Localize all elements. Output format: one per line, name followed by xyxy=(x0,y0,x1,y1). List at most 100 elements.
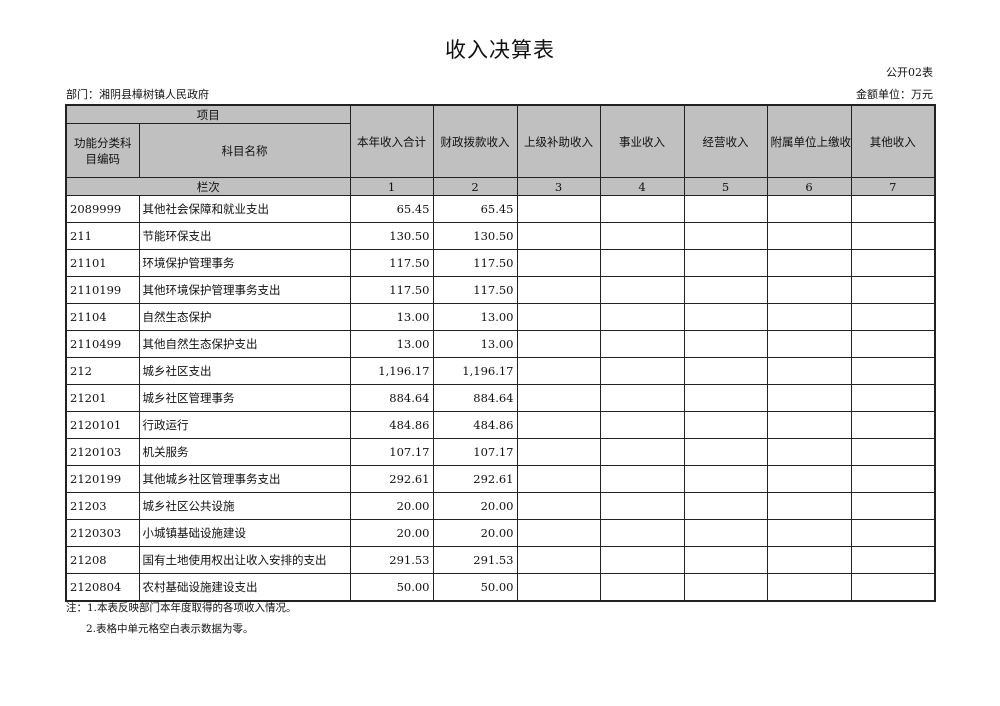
subject-code: 21208 xyxy=(65,546,140,574)
subject-name: 国有土地使用权出让收入安排的支出 xyxy=(138,546,351,574)
header-seq: 1 xyxy=(349,177,434,196)
subject-code: 21101 xyxy=(65,249,140,277)
table-row: 21208 国有土地使用权出让收入安排的支出 291.53 291.53 xyxy=(65,546,936,574)
subject-name: 其他自然生态保护支出 xyxy=(138,330,351,358)
table-code: 公开02表 xyxy=(886,66,933,79)
amount-cell xyxy=(683,330,768,358)
amount-cell xyxy=(766,438,852,466)
amount-cell xyxy=(599,384,685,412)
amount-cell xyxy=(599,519,685,547)
amount-cell xyxy=(599,195,685,223)
amount-cell: 1,196.17 xyxy=(432,357,518,385)
table-row: 211 节能环保支出 130.50 130.50 xyxy=(65,222,936,250)
amount-cell xyxy=(599,276,685,304)
amount-cell xyxy=(683,573,768,602)
table-row: 21101 环境保护管理事务 117.50 117.50 xyxy=(65,249,936,277)
amount-cell: 20.00 xyxy=(349,519,434,547)
amount-cell xyxy=(766,492,852,520)
subject-name: 节能环保支出 xyxy=(138,222,351,250)
header-seq: 7 xyxy=(850,177,936,196)
amount-cell: 117.50 xyxy=(432,249,518,277)
subject-name: 小城镇基础设施建设 xyxy=(138,519,351,547)
amount-cell: 50.00 xyxy=(432,573,518,602)
amount-cell xyxy=(683,357,768,385)
header-col: 其他收入 xyxy=(850,104,936,178)
amount-cell xyxy=(766,546,852,574)
amount-cell xyxy=(599,492,685,520)
subject-code: 2120804 xyxy=(65,573,140,602)
amount-cell xyxy=(850,222,936,250)
amount-cell xyxy=(683,438,768,466)
amount-cell xyxy=(766,573,852,602)
amount-cell xyxy=(766,384,852,412)
amount-cell xyxy=(766,357,852,385)
amount-cell xyxy=(516,222,601,250)
amount-cell: 130.50 xyxy=(349,222,434,250)
amount-cell xyxy=(766,330,852,358)
amount-cell xyxy=(850,330,936,358)
amount-cell: 292.61 xyxy=(432,465,518,493)
amount-cell xyxy=(516,195,601,223)
amount-cell xyxy=(599,222,685,250)
amount-unit: 金额单位：万元 xyxy=(856,88,933,101)
amount-cell xyxy=(766,465,852,493)
amount-cell xyxy=(683,384,768,412)
header-col: 附属单位上缴收入 xyxy=(766,104,852,178)
amount-cell: 291.53 xyxy=(349,546,434,574)
header-col: 事业收入 xyxy=(599,104,685,178)
amount-cell xyxy=(599,303,685,331)
department: 部门：湘阴县樟树镇人民政府 xyxy=(66,88,209,101)
table-row: 21201 城乡社区管理事务 884.64 884.64 xyxy=(65,384,936,412)
amount-cell xyxy=(683,249,768,277)
amount-cell xyxy=(516,303,601,331)
amount-cell xyxy=(516,519,601,547)
amount-cell xyxy=(599,546,685,574)
amount-cell: 484.86 xyxy=(432,411,518,439)
header-seq: 5 xyxy=(683,177,768,196)
amount-cell xyxy=(516,465,601,493)
subject-name: 自然生态保护 xyxy=(138,303,351,331)
amount-cell xyxy=(683,195,768,223)
note-1: 注：1.本表反映部门本年度取得的各项收入情况。 xyxy=(66,602,297,614)
amount-cell xyxy=(516,492,601,520)
table-row: 2120303 小城镇基础设施建设 20.00 20.00 xyxy=(65,519,936,547)
amount-cell xyxy=(599,411,685,439)
amount-cell xyxy=(850,519,936,547)
subject-code: 212 xyxy=(65,357,140,385)
income-table: 项目 本年收入合计 财政拨款收入 上级补助收入 事业收入 经营收入 附属单位上缴… xyxy=(65,104,936,602)
amount-cell xyxy=(683,546,768,574)
amount-cell xyxy=(516,438,601,466)
subject-name: 其他环境保护管理事务支出 xyxy=(138,276,351,304)
amount-cell: 484.86 xyxy=(349,411,434,439)
amount-cell: 130.50 xyxy=(432,222,518,250)
subject-code: 21104 xyxy=(65,303,140,331)
amount-cell: 117.50 xyxy=(349,276,434,304)
amount-cell: 50.00 xyxy=(349,573,434,602)
amount-cell xyxy=(516,573,601,602)
amount-cell: 884.64 xyxy=(349,384,434,412)
subject-name: 其他城乡社区管理事务支出 xyxy=(138,465,351,493)
table-row: 2120199 其他城乡社区管理事务支出 292.61 292.61 xyxy=(65,465,936,493)
table-row: 2089999 其他社会保障和就业支出 65.45 65.45 xyxy=(65,195,936,223)
amount-cell: 107.17 xyxy=(349,438,434,466)
amount-cell: 65.45 xyxy=(432,195,518,223)
amount-cell xyxy=(516,276,601,304)
amount-cell xyxy=(766,249,852,277)
header-col: 财政拨款收入 xyxy=(432,104,518,178)
subject-name: 其他社会保障和就业支出 xyxy=(138,195,351,223)
amount-cell xyxy=(683,465,768,493)
amount-cell xyxy=(766,411,852,439)
subject-code: 2110199 xyxy=(65,276,140,304)
subject-name: 农村基础设施建设支出 xyxy=(138,573,351,602)
amount-cell xyxy=(850,195,936,223)
amount-cell: 117.50 xyxy=(432,276,518,304)
amount-cell: 107.17 xyxy=(432,438,518,466)
page-title: 收入决算表 xyxy=(445,38,555,62)
amount-cell: 13.00 xyxy=(349,303,434,331)
amount-cell xyxy=(516,411,601,439)
table-row: 21104 自然生态保护 13.00 13.00 xyxy=(65,303,936,331)
subject-name: 环境保护管理事务 xyxy=(138,249,351,277)
header-col: 本年收入合计 xyxy=(349,104,434,178)
amount-cell: 20.00 xyxy=(349,492,434,520)
amount-cell: 291.53 xyxy=(432,546,518,574)
